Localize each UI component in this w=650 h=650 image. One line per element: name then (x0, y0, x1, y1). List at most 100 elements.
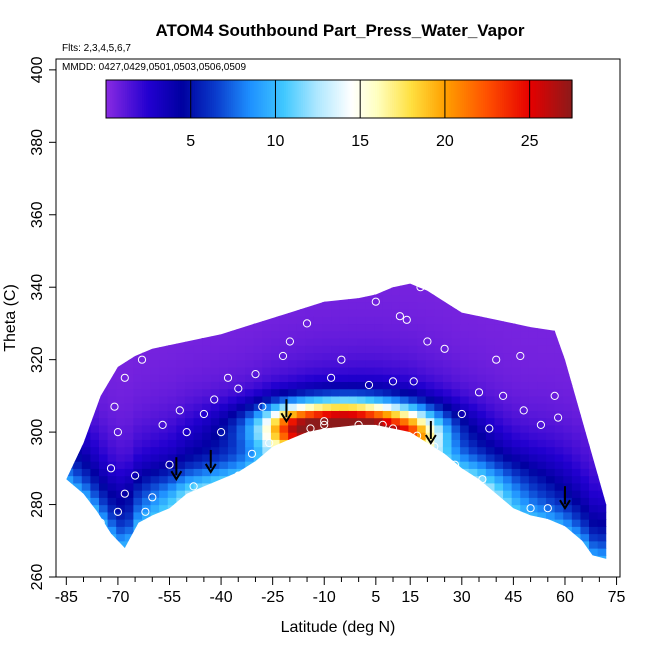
heatmap-cell (442, 359, 453, 368)
heatmap-cell (322, 555, 332, 559)
sample-point (536, 420, 546, 429)
heatmap-cell (365, 283, 375, 288)
heatmap-cell (417, 446, 427, 455)
heatmap-cell (606, 302, 615, 310)
heatmap-cell (193, 323, 203, 332)
heatmap-cell (66, 548, 74, 556)
heatmap-cell (339, 337, 349, 346)
heatmap-cell (193, 526, 203, 535)
heatmap-cell (442, 316, 453, 325)
heatmap-cell (253, 287, 263, 296)
heatmap-cell (468, 468, 478, 477)
heatmap-cell (81, 424, 91, 433)
colorbar-segment (550, 80, 554, 118)
heatmap-cell (253, 519, 263, 527)
heatmap-cell (167, 283, 177, 288)
heatmap-cell (262, 352, 272, 361)
heatmap-cell (434, 563, 443, 571)
heatmap-cell (236, 526, 246, 535)
heatmap-cell (503, 294, 513, 303)
heatmap-cell (296, 395, 306, 404)
heatmap-cell (399, 482, 410, 491)
heatmap-cell (606, 273, 615, 281)
heatmap-cell (73, 563, 82, 571)
heatmap-cell (167, 359, 177, 368)
heatmap-cell (494, 563, 503, 571)
heatmap-cell (425, 323, 435, 332)
heatmap-cell (296, 410, 306, 419)
heatmap-cell (340, 273, 349, 281)
sample-point (354, 420, 363, 429)
heatmap-cell (554, 526, 564, 535)
heatmap-cell (107, 330, 117, 339)
sample-point (378, 420, 387, 429)
heatmap-cell (356, 511, 367, 520)
colorbar-segment (542, 80, 546, 118)
sample-point (364, 380, 374, 390)
heatmap-cell (73, 475, 83, 484)
heatmap-cell (356, 417, 367, 426)
heatmap-cell (202, 475, 212, 484)
heatmap-cell (90, 301, 100, 310)
heatmap-cell (270, 548, 281, 556)
heatmap-cell (580, 511, 590, 520)
heatmap-cell (520, 301, 530, 310)
heatmap-cell (520, 330, 530, 339)
heatmap-cell (511, 533, 521, 542)
heatmap-cell (511, 359, 521, 368)
heatmap-cell (219, 548, 229, 556)
heatmap-cell (313, 366, 324, 375)
heatmap-cell (184, 540, 195, 549)
heatmap-cell (253, 482, 263, 491)
colorbar-segment (561, 80, 565, 118)
heatmap-cell (511, 395, 521, 404)
heatmap-cell (339, 345, 349, 354)
heatmap-cell (159, 461, 169, 469)
sample-point (409, 377, 418, 386)
heatmap-cell (133, 287, 143, 296)
heatmap-cell (451, 446, 461, 455)
colorbar-segment (298, 80, 302, 118)
heatmap-cell (98, 424, 109, 433)
heatmap-cell (245, 410, 255, 419)
heatmap-cell (193, 283, 203, 288)
heatmap-cell (460, 283, 470, 288)
heatmap-cell (56, 360, 65, 368)
heatmap-cell (391, 439, 401, 448)
heatmap-cell (245, 555, 255, 559)
heatmap-cell (494, 439, 504, 448)
heatmap-cell (339, 381, 349, 390)
heatmap-cell (150, 374, 160, 382)
heatmap-cell (219, 273, 228, 281)
heatmap-cell (356, 497, 367, 506)
heatmap-cell (81, 323, 91, 332)
colorbar-segment (228, 80, 232, 118)
colorbar-segment (377, 80, 380, 118)
arrow-head (425, 434, 437, 445)
heatmap-cell (554, 345, 564, 354)
heatmap-cell (305, 497, 315, 506)
heatmap-cell (382, 511, 392, 520)
heatmap-cell (219, 352, 229, 361)
heatmap-cell (73, 504, 83, 513)
heatmap-cell (425, 374, 435, 382)
heatmap-cell (434, 283, 444, 288)
heatmap-cell (520, 316, 530, 325)
heatmap-cell (460, 497, 470, 506)
heatmap-cell (554, 308, 564, 317)
heatmap-cell (391, 548, 401, 556)
heatmap-cell (408, 323, 418, 332)
heatmap-cell (528, 497, 539, 506)
colorbar-segment (288, 80, 291, 118)
heatmap-cell (511, 497, 521, 506)
heatmap-cell (262, 497, 272, 506)
heatmap-cell (408, 403, 418, 411)
heatmap-cell (184, 497, 195, 506)
heatmap-cell (339, 497, 349, 506)
heatmap-cell (322, 540, 332, 549)
sample-point (106, 464, 116, 473)
arrow-head (170, 470, 183, 482)
heatmap-cell (391, 323, 401, 332)
heatmap-cell (296, 345, 306, 354)
heatmap-cell (597, 555, 607, 559)
